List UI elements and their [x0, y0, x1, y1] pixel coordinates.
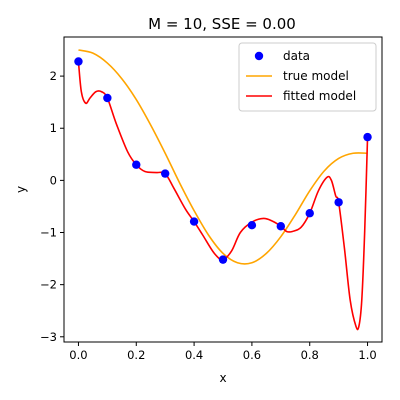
x-tick-label: 0.4: [185, 348, 203, 362]
legend: data true model fitted model: [238, 42, 377, 112]
data-point: [334, 198, 343, 207]
data-point: [305, 209, 314, 218]
x-tick-label: 0.2: [127, 348, 145, 362]
data-point: [103, 93, 112, 103]
plot-frame: [63, 36, 383, 343]
y-tick-label: 2: [50, 69, 57, 83]
data-point: [160, 169, 170, 178]
y-tick-label: −2: [40, 278, 57, 292]
data-point: [74, 57, 83, 66]
data-point: [247, 221, 257, 230]
data-point: [132, 160, 141, 169]
data-point: [276, 222, 286, 231]
y-tick-label: −3: [40, 330, 57, 344]
y-tick-label: 0: [50, 173, 57, 187]
y-axis-label: y: [14, 186, 28, 193]
x-axis-label: x: [219, 371, 226, 385]
x-tick-label: 1.0: [358, 348, 376, 362]
chart-title: M = 10, SSE = 0.00: [148, 15, 296, 33]
x-tick-label: 0.8: [301, 348, 319, 362]
data-point: [189, 217, 199, 226]
legend-label: true model: [283, 69, 349, 83]
x-tick-label: 0.0: [69, 348, 87, 362]
legend-label: data: [283, 49, 310, 63]
legend-box: [238, 42, 377, 112]
legend-label: fitted model: [283, 89, 356, 103]
x-tick-label: 0.6: [243, 348, 261, 362]
y-tick-label: 1: [50, 121, 57, 135]
true-model-line: [78, 49, 368, 265]
data-point: [218, 255, 228, 264]
data-point: [363, 132, 372, 142]
legend-marker: [254, 51, 264, 61]
y-tick-label: −1: [40, 226, 57, 240]
fitted-model-line: [77, 61, 369, 331]
